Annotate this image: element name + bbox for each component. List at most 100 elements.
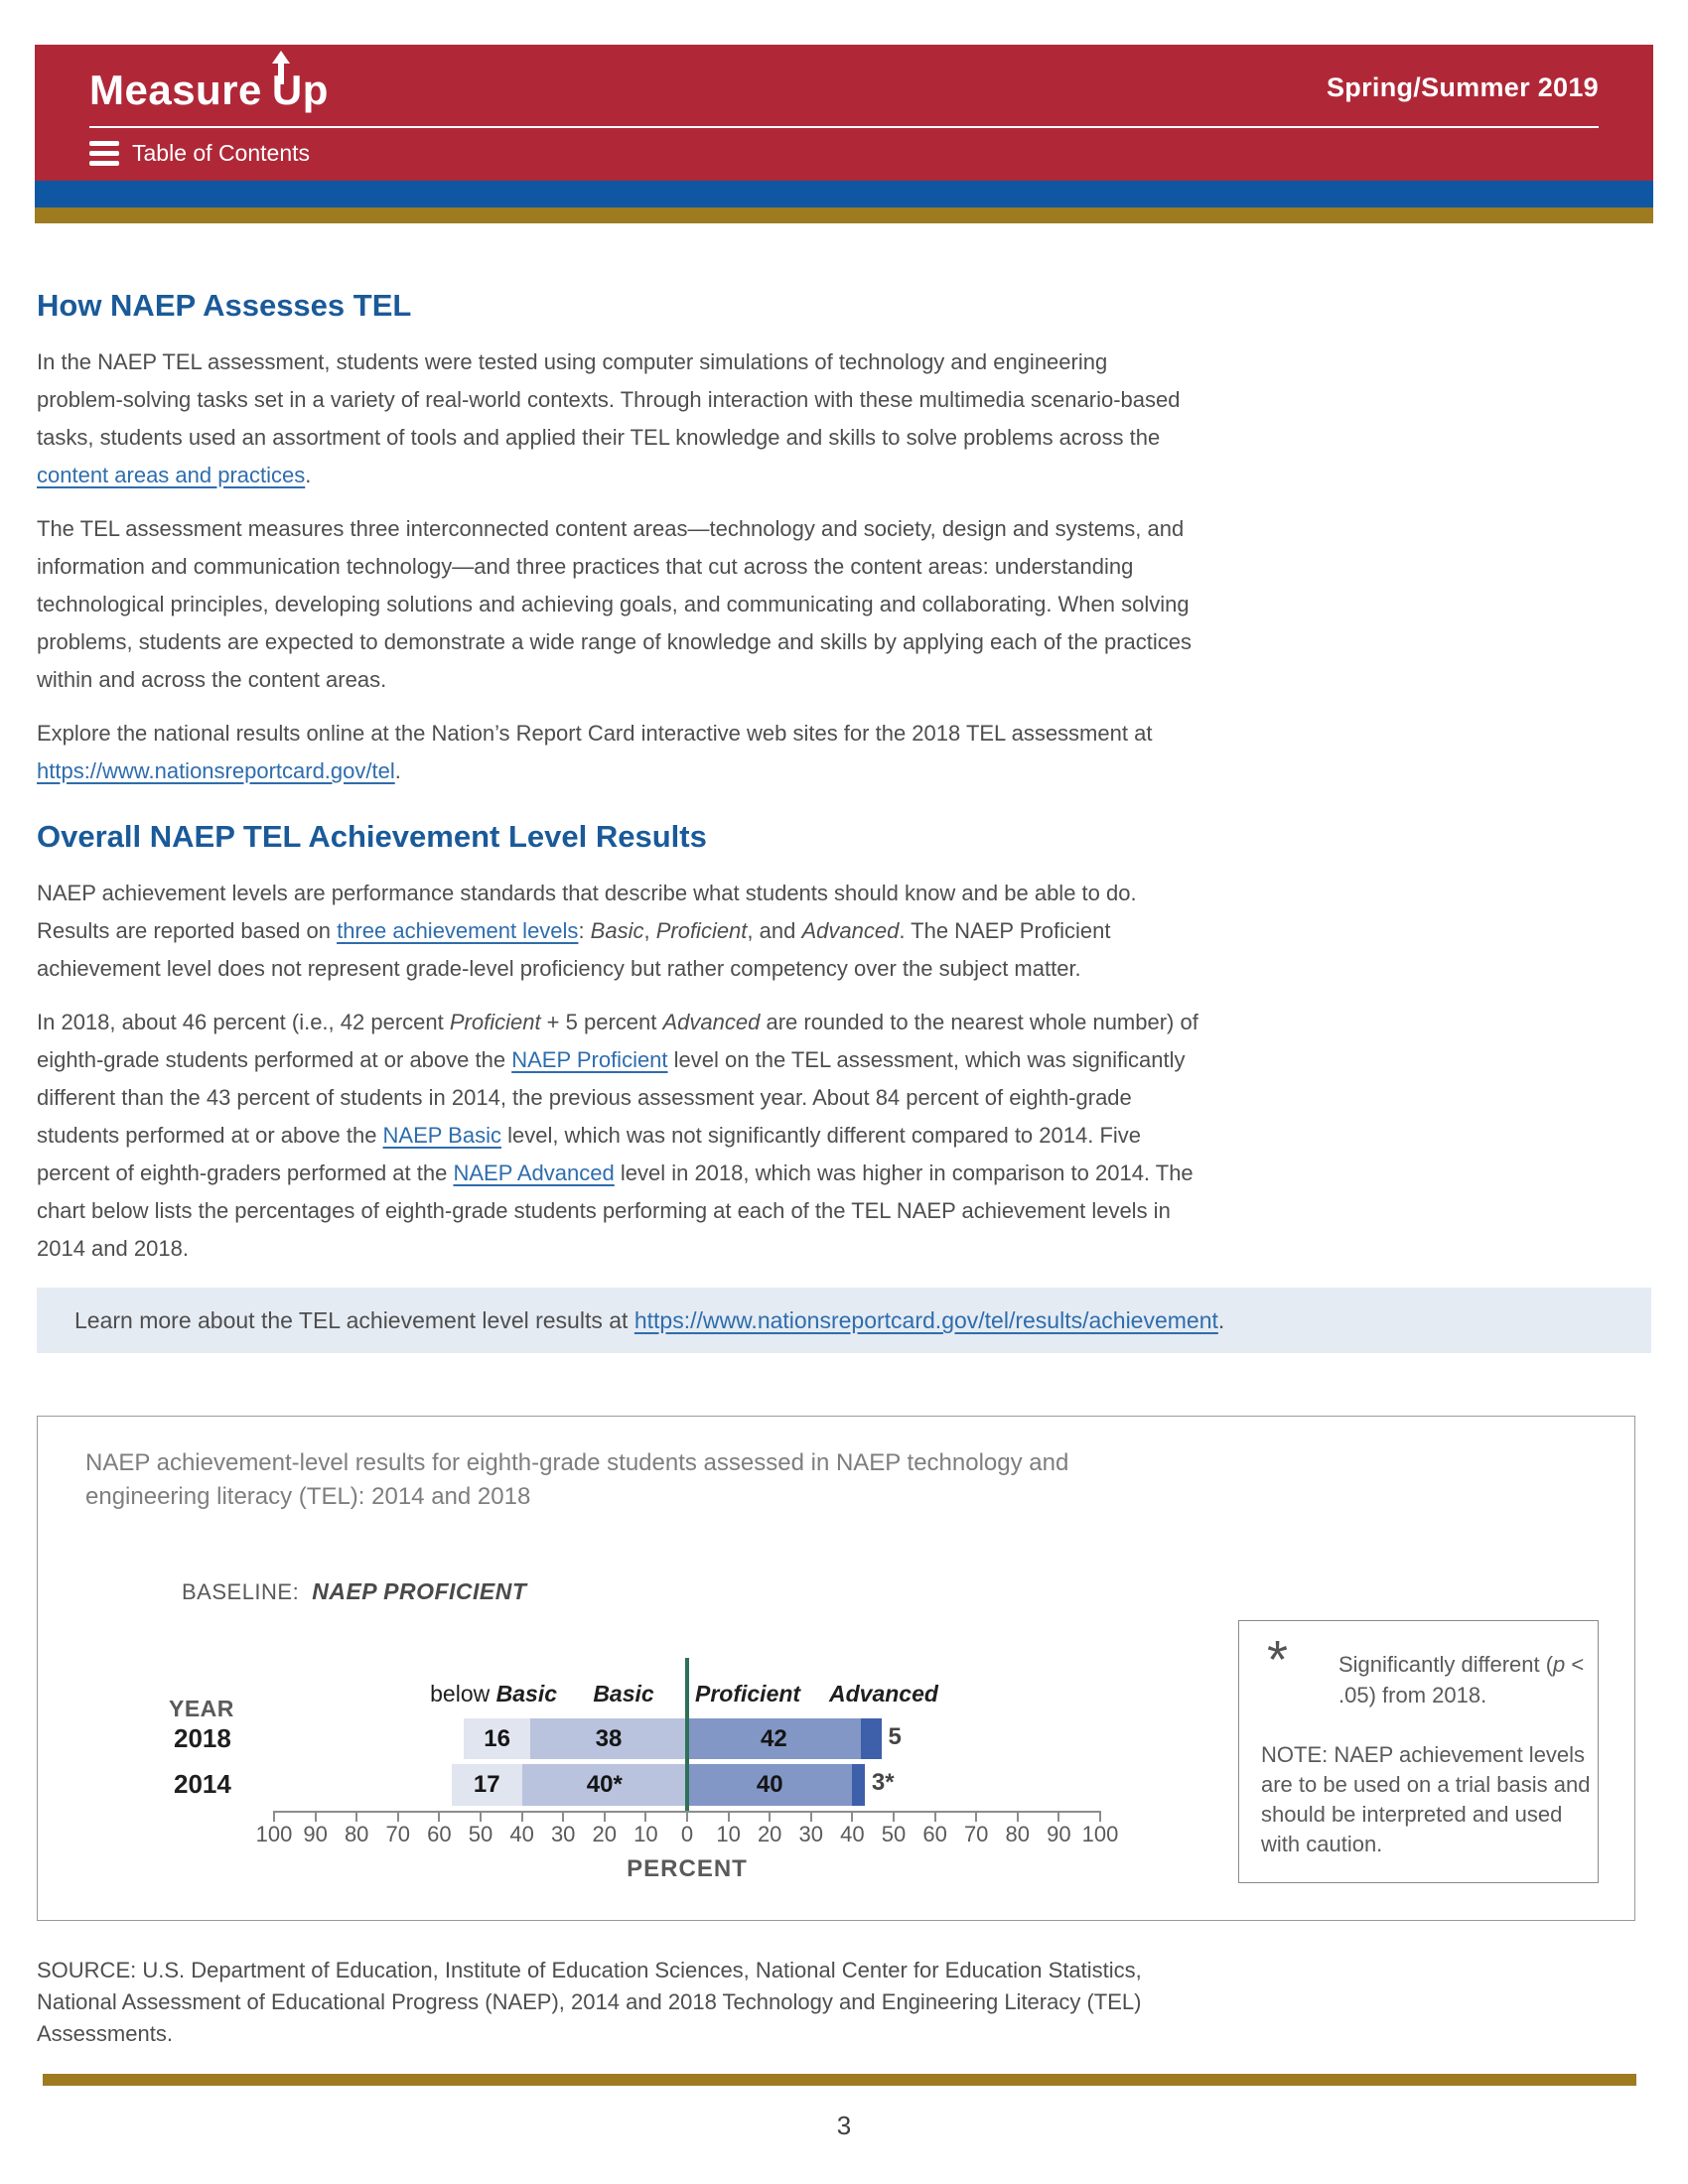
column-header-basic: Basic (593, 1681, 654, 1706)
inline-link[interactable]: NAEP Proficient (511, 1047, 668, 1072)
axis-tick-label: 80 (1005, 1822, 1031, 1846)
baseline-row: BASELINE: NAEP PROFICIENT (182, 1578, 526, 1605)
axis-tick-mark (1016, 1811, 1019, 1822)
row-label-2014: 2014 (174, 1769, 231, 1799)
bar-value-label: 16 (484, 1724, 510, 1752)
inline-link[interactable]: https://www.nationsreportcard.gov/tel/re… (633, 1307, 1218, 1333)
asterisk-symbol: * (1267, 1630, 1289, 1690)
masthead: Measure Up Table of Contents Spring/Summe… (35, 45, 1653, 181)
axis-tick-mark (355, 1811, 358, 1822)
bar-segment-2018-advanced (860, 1718, 882, 1759)
up-arrow-icon (271, 51, 290, 84)
gold-stripe (35, 207, 1653, 223)
header-divider (89, 126, 1599, 128)
axis-tick-mark (480, 1811, 482, 1822)
year-axis-label: YEAR (169, 1696, 234, 1721)
baseline-zero-line (685, 1658, 689, 1813)
inline-link[interactable]: https://www.nationsreportcard.gov/tel (37, 758, 395, 783)
axis-tick-label: 50 (881, 1822, 907, 1846)
axis-tick-mark (644, 1811, 647, 1822)
axis-tick-label: 90 (1047, 1822, 1071, 1846)
bar-value-label-outside: 5 (888, 1723, 902, 1750)
axis-tick-label: 90 (303, 1822, 328, 1846)
bar-segment-2014-below-basic: 17 (451, 1764, 522, 1806)
axis-tick-label: 10 (716, 1822, 741, 1846)
bar-segment-2014-proficient: 40 (687, 1764, 853, 1806)
paragraph: In 2018, about 46 percent (i.e., 42 perc… (37, 1010, 1198, 1261)
section-heading-overall-results: Overall NAEP TEL Achievement Level Resul… (37, 819, 707, 854)
inline-link[interactable]: three achievement levels (337, 918, 579, 943)
axis-tick-label: 100 (255, 1822, 293, 1846)
learn-more-callout: Learn more about the TEL achievement lev… (37, 1288, 1651, 1353)
axis-tick-mark (893, 1811, 895, 1822)
axis-tick-label: 20 (592, 1822, 618, 1846)
axis-tick-mark (314, 1811, 317, 1822)
axis-tick-mark (851, 1811, 854, 1822)
column-header-proficient: Proficient (695, 1681, 801, 1706)
axis-tick-label: 40 (509, 1822, 534, 1846)
toc-label: Table of Contents (132, 140, 311, 166)
inline-link[interactable]: NAEP Advanced (453, 1160, 615, 1185)
issue-date: Spring/Summer 2019 (1326, 72, 1599, 102)
axis-tick-mark (933, 1811, 936, 1822)
axis-tick-mark (1057, 1811, 1060, 1822)
inline-link[interactable]: NAEP Basic (382, 1123, 501, 1148)
axis-tick-label: 30 (550, 1822, 576, 1846)
article: How NAEP Assesses TEL In the NAEP TEL as… (37, 223, 1651, 2050)
bar-value-label: 40 (756, 1771, 783, 1798)
axis-tick-label: 10 (633, 1822, 658, 1846)
figure-title: NAEP achievement-level results for eight… (85, 1449, 1069, 1510)
paragraph: The TEL assessment measures three interc… (37, 516, 1193, 692)
axis-tick-mark (727, 1811, 730, 1822)
axis-tick-mark (686, 1811, 688, 1822)
column-header-below-basic: below Basic (430, 1681, 557, 1706)
bar-segment-2014-basic: 40* (521, 1764, 687, 1806)
paragraph: NAEP achievement levels are performance … (37, 881, 1137, 981)
axis-tick-label: 70 (385, 1822, 411, 1846)
axis-tick-label: 20 (757, 1822, 782, 1846)
axis-tick-mark (520, 1811, 523, 1822)
x-axis-label: PERCENT (627, 1855, 748, 1882)
bar-value-label: 38 (595, 1724, 623, 1752)
bar-value-label-outside: 3* (871, 1769, 895, 1796)
axis-tick-label: 0 (680, 1822, 694, 1846)
blue-stripe (35, 181, 1653, 207)
axis-tick-mark (438, 1811, 441, 1822)
axis-tick-mark (396, 1811, 399, 1822)
section-heading-how-naep-assesses-tel: How NAEP Assesses TEL (37, 288, 412, 323)
logo-text-measure: Measure (89, 67, 262, 113)
axis-tick-label: 60 (922, 1822, 947, 1846)
axis-tick-label: 60 (427, 1822, 452, 1846)
bar-value-label: 42 (761, 1724, 787, 1752)
axis-tick-mark (562, 1811, 565, 1822)
page-number: 3 (836, 2111, 852, 2140)
axis-tick-mark (809, 1811, 812, 1822)
note-text: NOTE: NAEP achievement levels are to be … (1261, 1742, 1591, 1856)
bar-segment-2014-advanced (852, 1764, 865, 1806)
axis-tick-mark (603, 1811, 606, 1822)
logo: Measure Up (89, 51, 329, 114)
bar-segment-2018-basic: 38 (529, 1718, 687, 1759)
axis-tick-label: 50 (468, 1822, 493, 1846)
logo-text-up: Up (271, 51, 329, 114)
baseline-value: NAEP PROFICIENT (312, 1578, 527, 1604)
bar-value-label: 40* (586, 1771, 623, 1798)
axis-tick-mark (975, 1811, 978, 1822)
achievement-chart-figure: NAEP achievement-level results for eight… (37, 1416, 1635, 1921)
axis-tick-label: 80 (344, 1822, 369, 1846)
bar-value-label: 17 (473, 1771, 500, 1798)
axis-tick-label: 70 (963, 1822, 989, 1846)
bar-segment-2018-proficient: 42 (687, 1718, 861, 1759)
paragraph: Explore the national results online at t… (37, 721, 1153, 783)
footer-gold-bar (43, 2074, 1636, 2086)
axis-tick-label: 30 (798, 1822, 824, 1846)
axis-tick-label: 40 (840, 1822, 865, 1846)
hamburger-menu-icon (89, 141, 119, 166)
column-header-advanced: Advanced (829, 1681, 938, 1706)
axis-tick-mark (769, 1811, 772, 1822)
source-note: SOURCE: U.S. Department of Education, In… (37, 1958, 1142, 2046)
inline-link[interactable]: content areas and practices (37, 463, 306, 487)
baseline-label: BASELINE: (182, 1579, 300, 1604)
table-of-contents-link[interactable]: Table of Contents (89, 140, 310, 167)
